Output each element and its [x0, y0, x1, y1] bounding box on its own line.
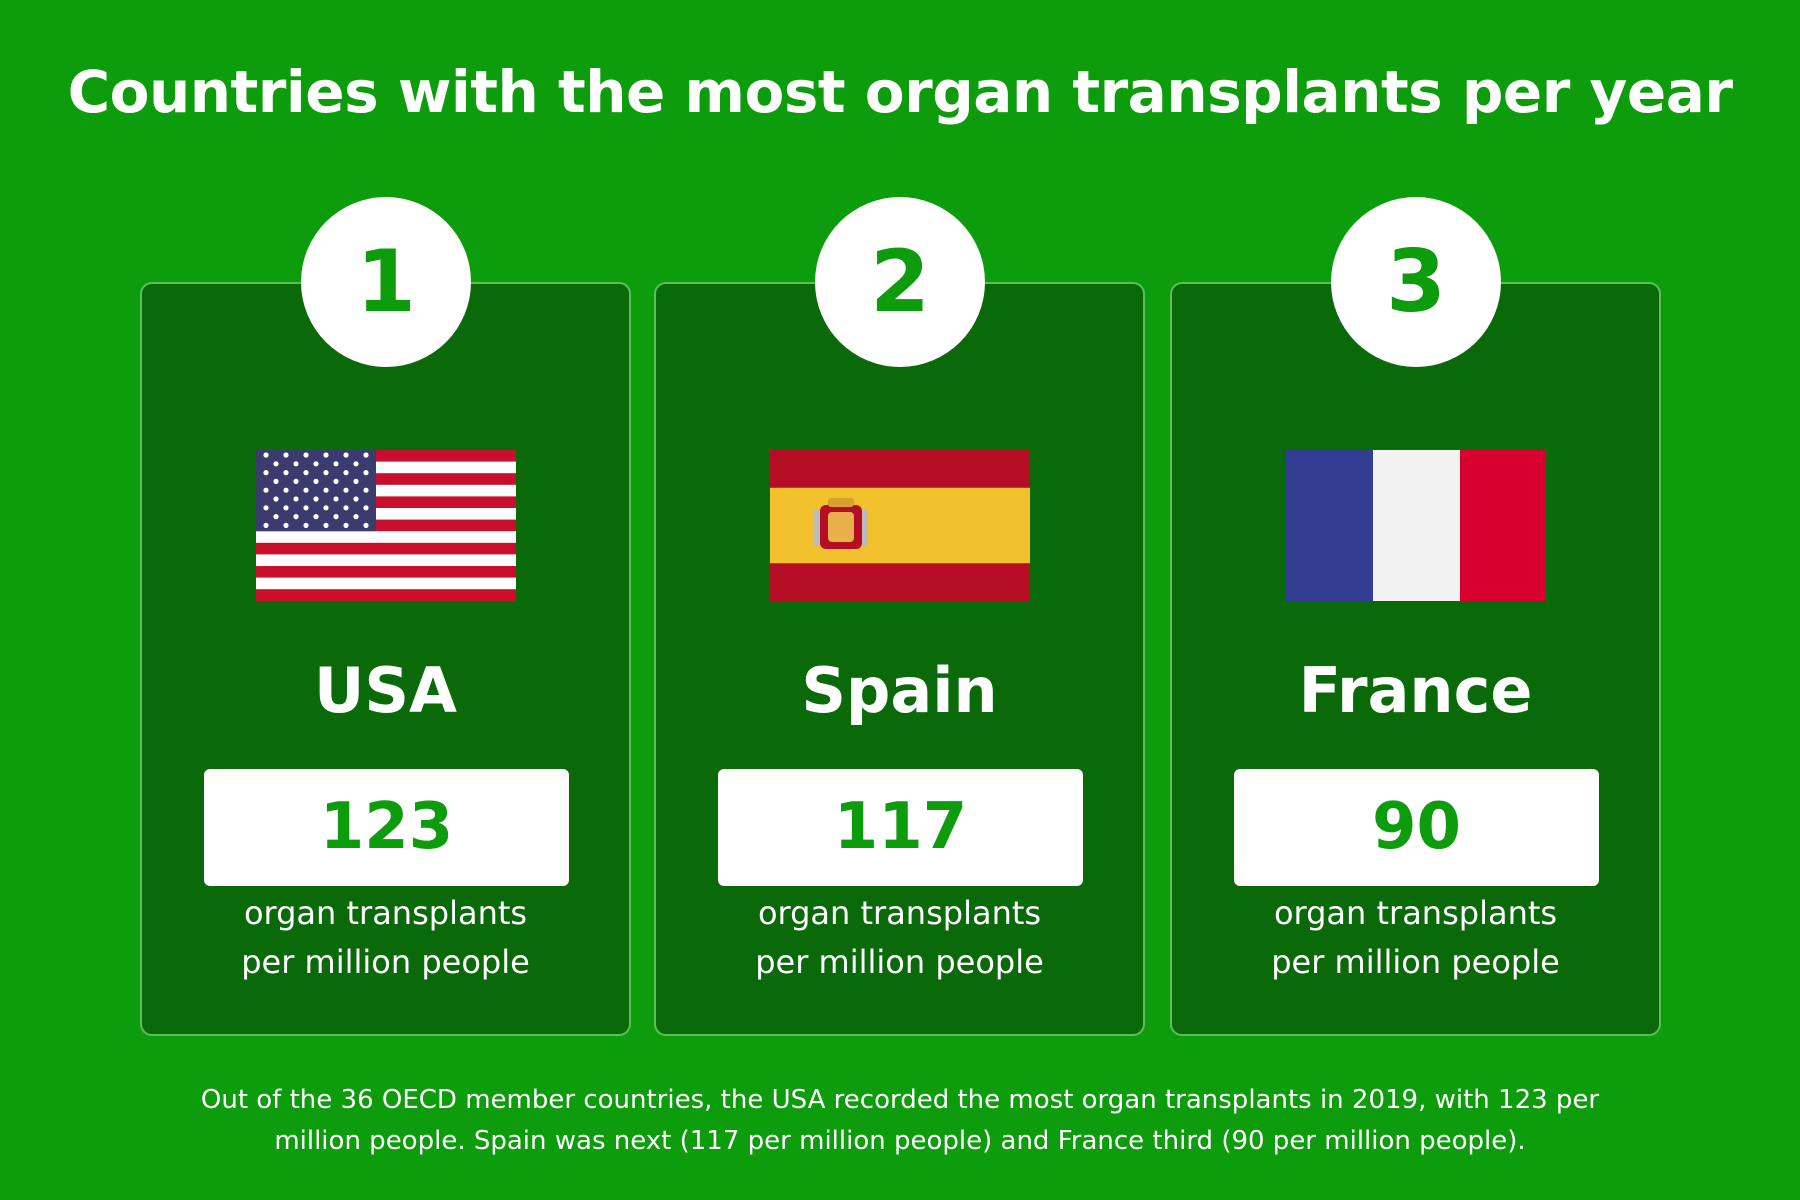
value: 123 — [204, 769, 569, 886]
flag-star — [323, 452, 329, 458]
flag-spain — [770, 450, 1030, 601]
flag-star — [353, 461, 359, 467]
flag-star — [313, 514, 319, 520]
caption: per million people — [241, 943, 530, 981]
flag-star — [263, 452, 269, 458]
caption: per million people — [755, 943, 1044, 981]
flag-star — [293, 478, 299, 484]
country: USA — [314, 654, 457, 727]
flag-star — [283, 487, 289, 493]
caption: organ transplants — [757, 894, 1042, 932]
flag-star — [333, 514, 339, 520]
flag-star — [273, 461, 279, 467]
flag-star — [263, 522, 269, 528]
flag-star — [313, 496, 319, 502]
flag-star — [343, 487, 349, 493]
flag-star — [363, 522, 369, 528]
rank: 3 — [1331, 197, 1501, 367]
flag-star — [303, 505, 309, 511]
flag-star — [303, 487, 309, 493]
card: 3 France 90 organ transplants per millio… — [1170, 197, 1661, 1036]
flag-star — [353, 478, 359, 484]
value: 90 — [1234, 769, 1599, 886]
card: 1 USA 123 organ transplants per million … — [140, 197, 631, 1036]
footer-note: Out of the 36 OECD member countries, the… — [200, 1085, 1600, 1156]
value: 117 — [718, 769, 1083, 886]
flag-star — [363, 452, 369, 458]
flag-star — [343, 522, 349, 528]
flag-star — [313, 461, 319, 467]
flag-star — [323, 487, 329, 493]
flag-star — [333, 496, 339, 502]
flag-star — [303, 452, 309, 458]
flag-star — [293, 496, 299, 502]
caption: organ transplants — [243, 894, 528, 932]
flag-star — [333, 461, 339, 467]
flag-star — [293, 514, 299, 520]
flag-star — [283, 470, 289, 476]
flag-star — [363, 505, 369, 511]
flag-france — [1286, 450, 1546, 601]
flag-star — [293, 461, 299, 467]
flag-star — [273, 478, 279, 484]
caption: per million people — [1271, 943, 1560, 981]
title: Countries with the most organ transplant… — [67, 58, 1733, 126]
flag-star — [343, 470, 349, 476]
flag-star — [333, 478, 339, 484]
country: Spain — [801, 654, 998, 727]
flag-star — [263, 505, 269, 511]
flag-star — [363, 470, 369, 476]
flag-star — [323, 522, 329, 528]
flag-star — [343, 452, 349, 458]
flag-star — [303, 522, 309, 528]
flag-star — [283, 505, 289, 511]
flag-star — [353, 514, 359, 520]
rank: 1 — [301, 197, 471, 367]
flag-star — [353, 496, 359, 502]
flag-star — [263, 470, 269, 476]
card: 2 Spain 117 organ transplants per millio… — [654, 197, 1145, 1036]
flag-star — [263, 487, 269, 493]
country: France — [1298, 654, 1533, 727]
flag-star — [363, 487, 369, 493]
flag-star — [323, 505, 329, 511]
rank: 2 — [815, 197, 985, 367]
flag-star — [323, 470, 329, 476]
flag-star — [283, 452, 289, 458]
flag-star — [343, 505, 349, 511]
caption: organ transplants — [1273, 894, 1558, 932]
flag-star — [273, 514, 279, 520]
flag-star — [273, 496, 279, 502]
flag-star — [303, 470, 309, 476]
flag-usa — [256, 450, 516, 601]
flag-star — [283, 522, 289, 528]
flag-star — [313, 478, 319, 484]
